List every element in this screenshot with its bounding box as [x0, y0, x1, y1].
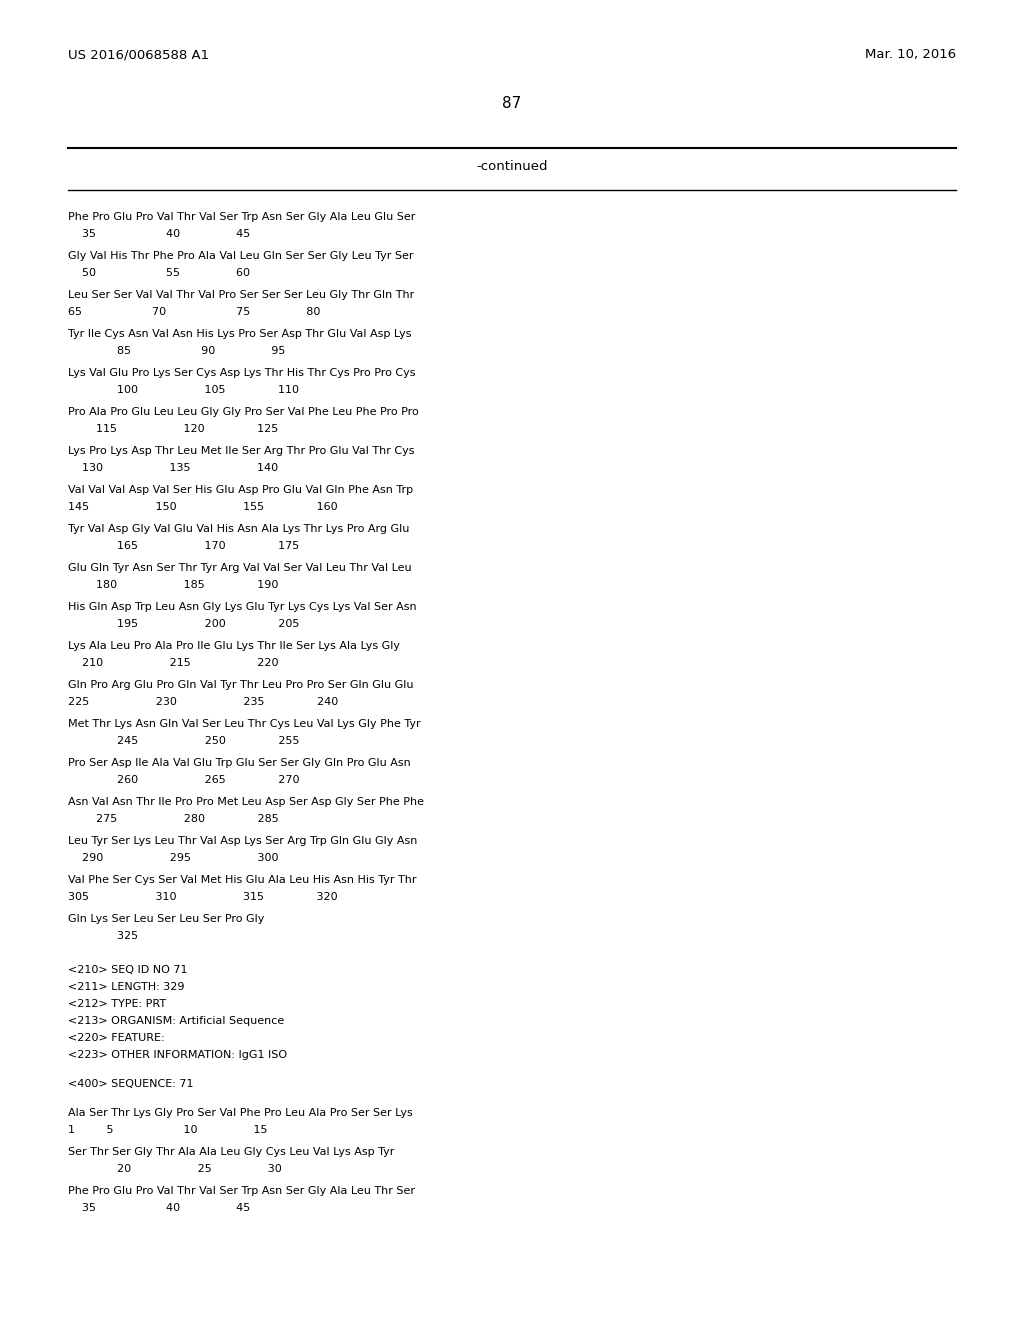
- Text: 260                   265               270: 260 265 270: [68, 775, 299, 785]
- Text: Leu Tyr Ser Lys Leu Thr Val Asp Lys Ser Arg Trp Gln Glu Gly Asn: Leu Tyr Ser Lys Leu Thr Val Asp Lys Ser …: [68, 836, 418, 846]
- Text: Asn Val Asn Thr Ile Pro Pro Met Leu Asp Ser Asp Gly Ser Phe Phe: Asn Val Asn Thr Ile Pro Pro Met Leu Asp …: [68, 797, 424, 807]
- Text: <211> LENGTH: 329: <211> LENGTH: 329: [68, 982, 184, 993]
- Text: <210> SEQ ID NO 71: <210> SEQ ID NO 71: [68, 965, 187, 975]
- Text: Val Val Val Asp Val Ser His Glu Asp Pro Glu Val Gln Phe Asn Trp: Val Val Val Asp Val Ser His Glu Asp Pro …: [68, 484, 413, 495]
- Text: Gly Val His Thr Phe Pro Ala Val Leu Gln Ser Ser Gly Leu Tyr Ser: Gly Val His Thr Phe Pro Ala Val Leu Gln …: [68, 251, 414, 261]
- Text: Gln Pro Arg Glu Pro Gln Val Tyr Thr Leu Pro Pro Ser Gln Glu Glu: Gln Pro Arg Glu Pro Gln Val Tyr Thr Leu …: [68, 680, 414, 690]
- Text: 225                   230                   235               240: 225 230 235 240: [68, 697, 338, 708]
- Text: Phe Pro Glu Pro Val Thr Val Ser Trp Asn Ser Gly Ala Leu Glu Ser: Phe Pro Glu Pro Val Thr Val Ser Trp Asn …: [68, 213, 416, 222]
- Text: Tyr Ile Cys Asn Val Asn His Lys Pro Ser Asp Thr Glu Val Asp Lys: Tyr Ile Cys Asn Val Asn His Lys Pro Ser …: [68, 329, 412, 339]
- Text: 145                   150                   155               160: 145 150 155 160: [68, 502, 338, 512]
- Text: Pro Ala Pro Glu Leu Leu Gly Gly Pro Ser Val Phe Leu Phe Pro Pro: Pro Ala Pro Glu Leu Leu Gly Gly Pro Ser …: [68, 407, 419, 417]
- Text: 130                   135                   140: 130 135 140: [68, 463, 279, 473]
- Text: <400> SEQUENCE: 71: <400> SEQUENCE: 71: [68, 1078, 194, 1089]
- Text: Lys Pro Lys Asp Thr Leu Met Ile Ser Arg Thr Pro Glu Val Thr Cys: Lys Pro Lys Asp Thr Leu Met Ile Ser Arg …: [68, 446, 415, 455]
- Text: <213> ORGANISM: Artificial Sequence: <213> ORGANISM: Artificial Sequence: [68, 1016, 285, 1026]
- Text: 325: 325: [68, 931, 138, 941]
- Text: His Gln Asp Trp Leu Asn Gly Lys Glu Tyr Lys Cys Lys Val Ser Asn: His Gln Asp Trp Leu Asn Gly Lys Glu Tyr …: [68, 602, 417, 612]
- Text: 115                   120               125: 115 120 125: [68, 424, 279, 434]
- Text: 35                    40                45: 35 40 45: [68, 228, 250, 239]
- Text: 180                   185               190: 180 185 190: [68, 579, 279, 590]
- Text: Mar. 10, 2016: Mar. 10, 2016: [865, 48, 956, 61]
- Text: 245                   250               255: 245 250 255: [68, 737, 299, 746]
- Text: 50                    55                60: 50 55 60: [68, 268, 250, 279]
- Text: Leu Ser Ser Val Val Thr Val Pro Ser Ser Ser Leu Gly Thr Gln Thr: Leu Ser Ser Val Val Thr Val Pro Ser Ser …: [68, 290, 415, 300]
- Text: 85                    90                95: 85 90 95: [68, 346, 286, 356]
- Text: 1         5                    10                15: 1 5 10 15: [68, 1125, 267, 1135]
- Text: 165                   170               175: 165 170 175: [68, 541, 299, 550]
- Text: 100                   105               110: 100 105 110: [68, 385, 299, 395]
- Text: 290                   295                   300: 290 295 300: [68, 853, 279, 863]
- Text: US 2016/0068588 A1: US 2016/0068588 A1: [68, 48, 209, 61]
- Text: 87: 87: [503, 96, 521, 111]
- Text: 210                   215                   220: 210 215 220: [68, 657, 279, 668]
- Text: Tyr Val Asp Gly Val Glu Val His Asn Ala Lys Thr Lys Pro Arg Glu: Tyr Val Asp Gly Val Glu Val His Asn Ala …: [68, 524, 410, 535]
- Text: <212> TYPE: PRT: <212> TYPE: PRT: [68, 999, 166, 1008]
- Text: Met Thr Lys Asn Gln Val Ser Leu Thr Cys Leu Val Lys Gly Phe Tyr: Met Thr Lys Asn Gln Val Ser Leu Thr Cys …: [68, 719, 421, 729]
- Text: Ser Thr Ser Gly Thr Ala Ala Leu Gly Cys Leu Val Lys Asp Tyr: Ser Thr Ser Gly Thr Ala Ala Leu Gly Cys …: [68, 1147, 394, 1158]
- Text: Phe Pro Glu Pro Val Thr Val Ser Trp Asn Ser Gly Ala Leu Thr Ser: Phe Pro Glu Pro Val Thr Val Ser Trp Asn …: [68, 1185, 415, 1196]
- Text: Lys Ala Leu Pro Ala Pro Ile Glu Lys Thr Ile Ser Lys Ala Lys Gly: Lys Ala Leu Pro Ala Pro Ile Glu Lys Thr …: [68, 642, 400, 651]
- Text: -continued: -continued: [476, 160, 548, 173]
- Text: Lys Val Glu Pro Lys Ser Cys Asp Lys Thr His Thr Cys Pro Pro Cys: Lys Val Glu Pro Lys Ser Cys Asp Lys Thr …: [68, 368, 416, 378]
- Text: Gln Lys Ser Leu Ser Leu Ser Pro Gly: Gln Lys Ser Leu Ser Leu Ser Pro Gly: [68, 913, 264, 924]
- Text: Val Phe Ser Cys Ser Val Met His Glu Ala Leu His Asn His Tyr Thr: Val Phe Ser Cys Ser Val Met His Glu Ala …: [68, 875, 417, 884]
- Text: 195                   200               205: 195 200 205: [68, 619, 299, 630]
- Text: 305                   310                   315               320: 305 310 315 320: [68, 892, 338, 902]
- Text: 275                   280               285: 275 280 285: [68, 814, 279, 824]
- Text: Ala Ser Thr Lys Gly Pro Ser Val Phe Pro Leu Ala Pro Ser Ser Lys: Ala Ser Thr Lys Gly Pro Ser Val Phe Pro …: [68, 1107, 413, 1118]
- Text: 65                    70                    75                80: 65 70 75 80: [68, 308, 321, 317]
- Text: <223> OTHER INFORMATION: IgG1 ISO: <223> OTHER INFORMATION: IgG1 ISO: [68, 1049, 287, 1060]
- Text: 20                   25                30: 20 25 30: [68, 1164, 282, 1173]
- Text: <220> FEATURE:: <220> FEATURE:: [68, 1034, 165, 1043]
- Text: Pro Ser Asp Ile Ala Val Glu Trp Glu Ser Ser Gly Gln Pro Glu Asn: Pro Ser Asp Ile Ala Val Glu Trp Glu Ser …: [68, 758, 411, 768]
- Text: Glu Gln Tyr Asn Ser Thr Tyr Arg Val Val Ser Val Leu Thr Val Leu: Glu Gln Tyr Asn Ser Thr Tyr Arg Val Val …: [68, 564, 412, 573]
- Text: 35                    40                45: 35 40 45: [68, 1203, 250, 1213]
